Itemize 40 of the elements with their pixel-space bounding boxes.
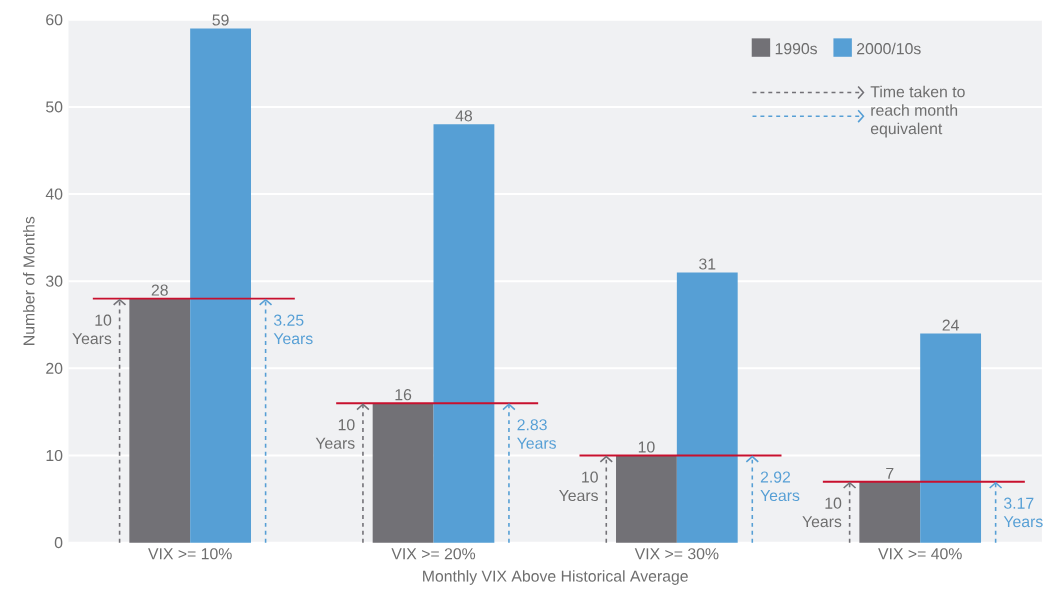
- y-tick-label: 20: [46, 362, 63, 374]
- data-label: 59: [212, 14, 229, 26]
- x-axis-title: Monthly VIX Above Historical Average: [423, 569, 688, 585]
- bar: [859, 481, 921, 543]
- y-tick-label: 40: [45, 188, 63, 200]
- y-tick-label: 10: [46, 449, 63, 461]
- bar: [190, 28, 252, 543]
- y-tick-label: 50: [46, 101, 63, 113]
- y-tick-label: 60: [46, 13, 63, 26]
- bar: [920, 333, 982, 543]
- annotation: 10 Years: [559, 471, 598, 501]
- data-label: 48: [455, 110, 473, 122]
- y-axis-title: Number of Months: [22, 216, 35, 345]
- annotation: 2.92 Years: [760, 471, 800, 501]
- legend-label: 2000/10s: [857, 42, 921, 55]
- y-tick-label: 0: [54, 536, 63, 549]
- x-tick-label: VIX >= 20%: [391, 547, 476, 560]
- bar: [433, 124, 495, 543]
- data-label: 10: [638, 441, 655, 453]
- data-label: 24: [942, 319, 959, 331]
- bar: [676, 272, 738, 543]
- annotation: 3.25 Years: [273, 314, 313, 345]
- data-label: 31: [699, 258, 716, 270]
- annotation: 10 Years: [315, 418, 355, 449]
- annotation: 10 Years: [72, 314, 112, 345]
- bar: [372, 403, 434, 543]
- y-tick-label: 30: [45, 275, 63, 287]
- bar: [616, 455, 677, 543]
- x-tick-label: VIX >= 40%: [878, 547, 962, 560]
- x-tick-label: VIX >= 30%: [634, 547, 719, 560]
- legend-label: 1990s: [775, 42, 818, 55]
- data-label: 16: [395, 388, 412, 401]
- data-label: 7: [886, 467, 894, 479]
- bar: [129, 298, 191, 543]
- annotation: Time taken to reach month equivalent: [870, 85, 965, 138]
- annotation: 10 Years: [802, 497, 842, 528]
- data-label: 28: [151, 284, 168, 296]
- x-tick-label: VIX >= 10%: [148, 547, 232, 560]
- annotation: 3.17 Years: [1003, 497, 1043, 528]
- annotation: 2.83 Years: [517, 418, 556, 449]
